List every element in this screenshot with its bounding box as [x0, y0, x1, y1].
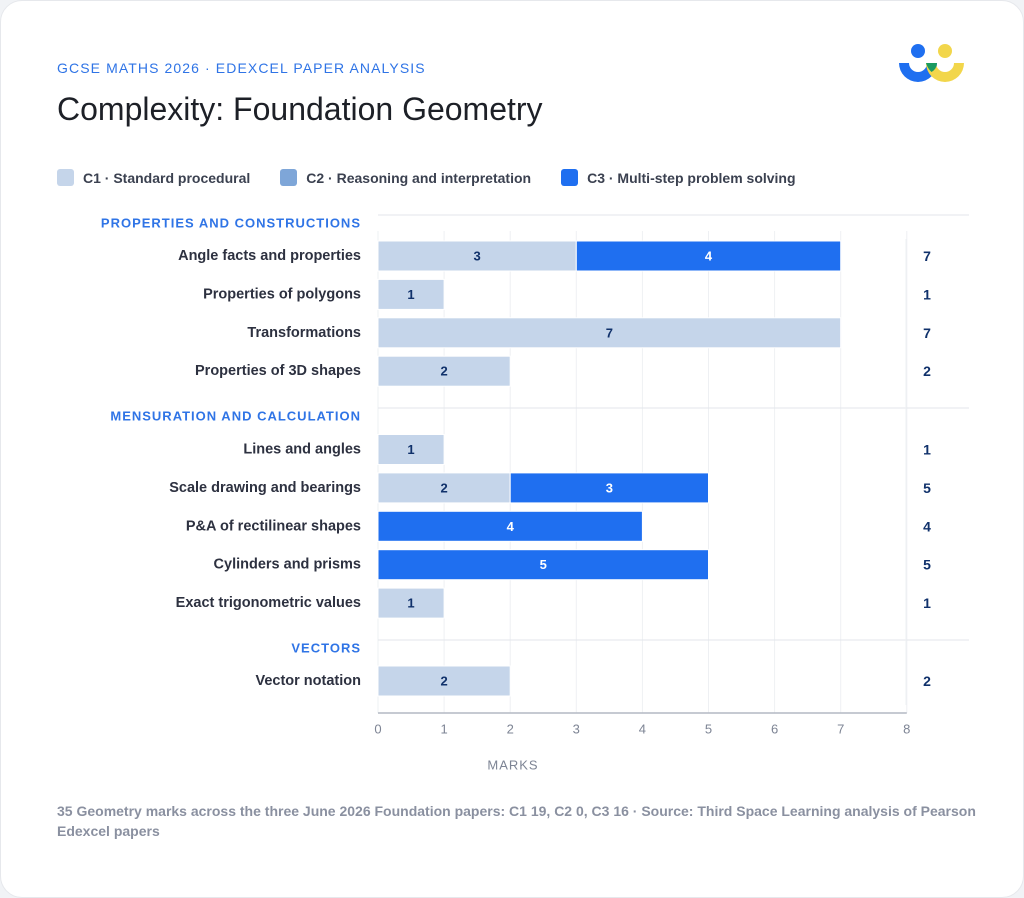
row-label: Properties of polygons — [203, 286, 361, 302]
x-tick-label: 0 — [374, 722, 381, 737]
row-label: Angle facts and properties — [178, 248, 361, 264]
row-total: 1 — [923, 442, 931, 458]
row-label: P&A of rectilinear shapes — [186, 518, 361, 534]
bar-segment — [377, 587, 445, 619]
bar-segment — [377, 240, 577, 272]
row-total: 2 — [923, 363, 931, 379]
legend-label-c1: C1 · Standard procedural — [83, 169, 251, 186]
row-label: Exact trigonometric values — [176, 595, 361, 611]
row-total: 1 — [923, 286, 931, 302]
bar-value-label: 7 — [606, 325, 613, 340]
bar-value-label: 2 — [440, 364, 447, 379]
row-label: Properties of 3D shapes — [195, 363, 361, 379]
x-tick-label: 2 — [507, 722, 514, 737]
third-space-learning-logo-icon — [899, 44, 964, 82]
bar-value-label: 1 — [407, 596, 414, 611]
stacked-bar-chart: PROPERTIES AND CONSTRUCTIONS Angle facts … — [101, 214, 969, 773]
bar-segment — [377, 434, 445, 465]
row-total: 7 — [923, 248, 931, 264]
legend-label-c2: C2 · Reasoning and interpretation — [306, 169, 532, 186]
row-label: Transformations — [247, 325, 361, 341]
bar-segment — [377, 510, 643, 542]
bar-value-label: 2 — [440, 480, 447, 495]
bar-value-label: 5 — [540, 557, 547, 572]
bar-segment — [377, 355, 511, 387]
group-header: VECTORS — [291, 641, 361, 656]
legend-swatch-c1 — [57, 169, 74, 186]
row-label: Lines and angles — [243, 442, 361, 458]
row-total: 5 — [923, 480, 931, 496]
bar-value-label: 1 — [407, 287, 414, 302]
row-label: Scale drawing and bearings — [169, 480, 361, 496]
legend-swatch-c2 — [280, 169, 298, 186]
chart-title: Complexity: Foundation Geometry — [57, 91, 543, 127]
legend-label-c3: C3 · Multi-step problem solving — [587, 169, 796, 186]
row-total: 4 — [923, 518, 931, 534]
legend-item-c1: C1 · Standard procedural — [57, 169, 250, 186]
chart-legend: C1 · Standard procedural C2 · Reasoning … — [57, 169, 826, 186]
row-total: 5 — [923, 557, 931, 573]
bar-value-label: 4 — [705, 249, 713, 264]
row-label: Cylinders and prisms — [214, 557, 361, 573]
bar-segment — [377, 317, 842, 349]
x-tick-label: 4 — [639, 722, 646, 737]
x-tick-label: 1 — [440, 722, 447, 737]
bar-segment — [509, 472, 710, 504]
chart-footnote: 35 Geometry marks across the three June … — [57, 803, 976, 839]
eyebrow-text: GCSE MATHS 2026 · EDEXCEL PAPER ANALYSIS — [57, 60, 426, 76]
bar-value-label: 4 — [507, 519, 515, 534]
row-label: Vector notation — [255, 673, 361, 689]
row-total: 1 — [923, 595, 931, 611]
x-tick-label: 6 — [771, 722, 778, 737]
legend-swatch-c3 — [561, 169, 579, 186]
bar-value-label: 2 — [440, 674, 447, 689]
bar-segment — [377, 549, 709, 581]
x-axis-title: MARKS — [487, 758, 538, 773]
bar-value-label: 3 — [474, 249, 481, 264]
legend-item-c3: C3 · Multi-step problem solving — [561, 169, 796, 186]
row-total: 7 — [923, 325, 931, 341]
group-header: MENSURATION AND CALCULATION — [110, 409, 361, 424]
bar-segment — [575, 240, 842, 272]
x-tick-label: 3 — [573, 722, 580, 737]
bar-segment — [377, 665, 511, 697]
x-tick-label: 7 — [837, 722, 844, 737]
bar-value-label: 3 — [606, 480, 613, 495]
x-tick-label: 8 — [903, 722, 910, 737]
legend-item-c2: C2 · Reasoning and interpretation — [280, 169, 531, 186]
bar-segment — [377, 278, 445, 310]
row-total: 2 — [923, 673, 931, 689]
x-tick-label: 5 — [705, 722, 712, 737]
group-header: PROPERTIES AND CONSTRUCTIONS — [101, 216, 361, 231]
bar-value-label: 1 — [407, 442, 414, 457]
